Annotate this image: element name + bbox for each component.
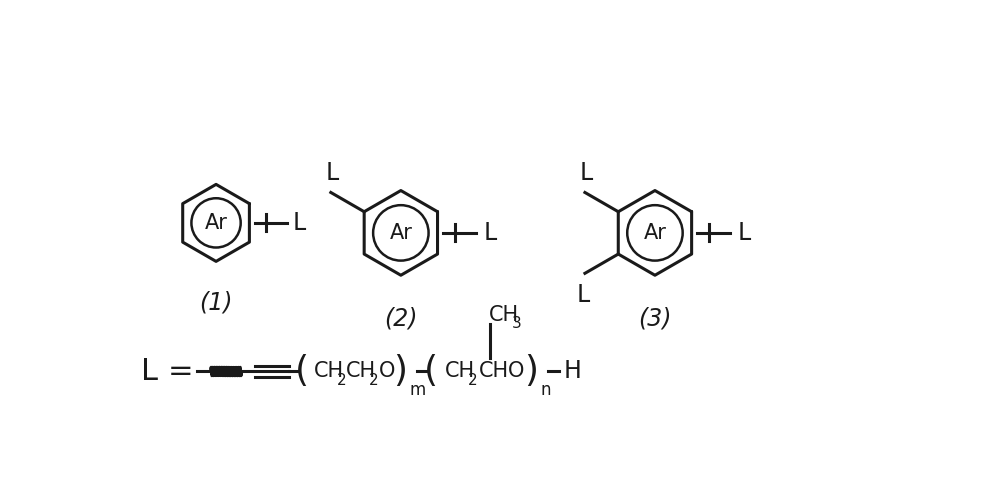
Text: L: L (326, 161, 339, 185)
Text: CH: CH (314, 361, 344, 382)
Text: m: m (409, 381, 426, 399)
Text: (: ( (295, 354, 309, 389)
Text: Ar: Ar (205, 213, 227, 233)
Text: L: L (580, 161, 593, 185)
Text: (2): (2) (384, 306, 418, 330)
Text: CH: CH (445, 361, 475, 382)
Text: =: = (168, 357, 193, 386)
Text: L: L (293, 211, 306, 235)
Text: CH: CH (489, 305, 519, 325)
Text: Ar: Ar (389, 223, 412, 243)
Text: CH: CH (346, 361, 376, 382)
Text: n: n (540, 381, 551, 399)
Text: 2: 2 (369, 373, 379, 388)
Text: O: O (379, 361, 395, 382)
Text: (3): (3) (638, 306, 672, 330)
Text: ): ) (524, 354, 538, 389)
Text: CH: CH (479, 361, 509, 382)
Text: 2: 2 (337, 373, 347, 388)
Text: L: L (483, 221, 496, 245)
Text: (: ( (424, 354, 438, 389)
Text: ): ) (393, 354, 407, 389)
Text: 2: 2 (468, 373, 477, 388)
Text: Ar: Ar (644, 223, 666, 243)
Text: L: L (577, 283, 590, 307)
Text: L: L (737, 221, 751, 245)
Text: O: O (508, 361, 524, 382)
Text: H: H (563, 359, 581, 384)
Text: (1): (1) (199, 291, 233, 315)
Text: L: L (141, 357, 158, 386)
Text: 3: 3 (512, 316, 521, 331)
